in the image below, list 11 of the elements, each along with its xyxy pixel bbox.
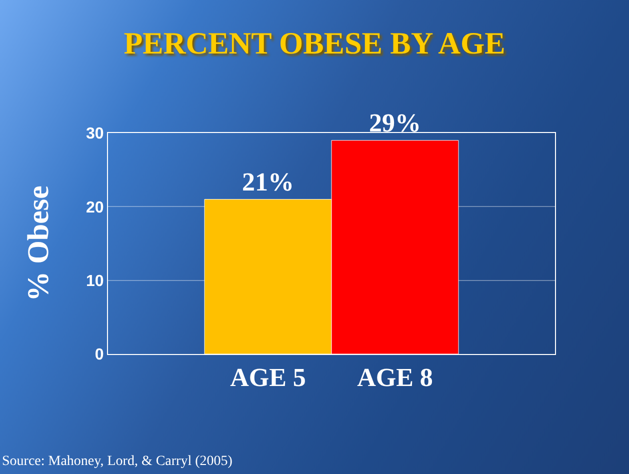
y-tick-label: 10 bbox=[86, 272, 104, 290]
y-axis-title: % Obese bbox=[22, 186, 56, 302]
y-tick-label: 0 bbox=[94, 346, 104, 364]
y-tick-label: 30 bbox=[86, 126, 104, 143]
data-label: 21% bbox=[242, 167, 294, 196]
data-label: 29% bbox=[368, 108, 421, 138]
x-tick-label: AGE 8 bbox=[357, 363, 433, 392]
y-tick-label: 20 bbox=[86, 199, 104, 216]
chart-title: PERCENT OBESE BY AGE bbox=[124, 26, 506, 61]
source-note: Source: Mahoney, Lord, & Carryl (2005) bbox=[2, 454, 232, 470]
x-tick-label: AGE 5 bbox=[230, 363, 306, 392]
